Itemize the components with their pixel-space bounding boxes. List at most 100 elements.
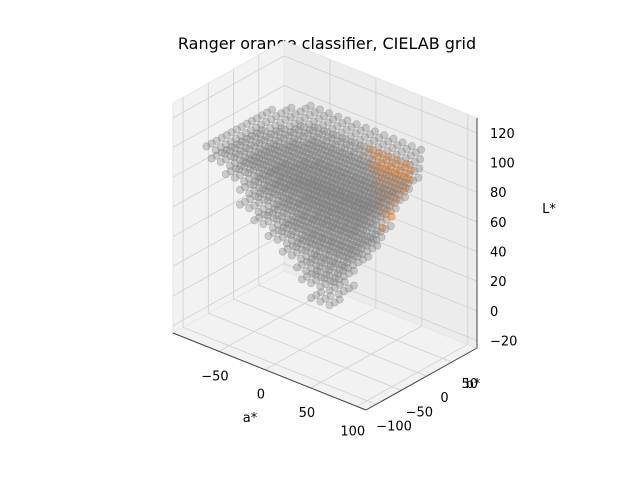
point-not-orange (325, 286, 334, 295)
point-not-orange (283, 230, 292, 239)
point-not-orange (272, 155, 281, 164)
point-not-orange (323, 186, 332, 195)
point-not-orange (333, 166, 342, 175)
point-not-orange (338, 177, 347, 186)
point-not-orange (306, 243, 315, 252)
point-not-orange (259, 190, 268, 199)
point-not-orange (358, 190, 367, 199)
point-not-orange (355, 135, 364, 144)
point-not-orange (359, 240, 368, 249)
point-not-orange (291, 163, 300, 172)
point-not-orange (304, 135, 313, 144)
point-not-orange (317, 183, 326, 192)
point-not-orange (247, 131, 256, 140)
point-not-orange (381, 195, 390, 204)
point-not-orange (294, 200, 303, 209)
point-not-orange (353, 252, 362, 261)
point-not-orange (279, 134, 288, 143)
point-not-orange (275, 157, 284, 166)
point-not-orange (327, 222, 336, 231)
point-not-orange (230, 153, 239, 162)
point-not-orange (365, 198, 374, 207)
point-not-orange (400, 163, 409, 172)
point-not-orange (257, 135, 266, 144)
z-tick-label: 100 (490, 157, 515, 172)
point-not-orange (346, 176, 355, 185)
point-not-orange (361, 236, 370, 245)
gridline-l (172, 233, 285, 297)
point-not-orange (231, 173, 240, 182)
point-not-orange (402, 145, 411, 154)
point-not-orange (298, 147, 307, 156)
point-not-orange (269, 214, 278, 223)
point-not-orange (236, 161, 245, 170)
point-not-orange (288, 197, 297, 206)
point-not-orange (294, 185, 303, 194)
point-not-orange (327, 163, 336, 172)
point-not-orange (373, 152, 382, 161)
point-not-orange (352, 232, 361, 241)
z-tick-label: −20 (490, 335, 517, 350)
point-not-orange (405, 184, 414, 193)
point-not-orange (270, 205, 279, 214)
point-not-orange (327, 237, 336, 246)
point-not-orange (304, 150, 313, 159)
point-not-orange (324, 251, 333, 260)
point-not-orange (294, 155, 303, 164)
point-not-orange (336, 167, 345, 176)
point-not-orange (272, 112, 281, 121)
z-tick-label: 80 (490, 186, 507, 201)
point-not-orange (292, 243, 301, 252)
point-not-orange (313, 266, 322, 275)
point-not-orange (289, 143, 298, 152)
point-not-orange (256, 159, 265, 168)
point-not-orange (279, 193, 288, 202)
point-not-orange (414, 173, 423, 182)
point-not-orange (323, 201, 332, 210)
point-not-orange (242, 144, 251, 153)
point-not-orange (263, 211, 272, 220)
point-not-orange (335, 147, 344, 156)
point-not-orange (319, 141, 328, 150)
point-not-orange (365, 154, 374, 163)
point-not-orange (377, 188, 386, 197)
gridline-l (283, 203, 478, 282)
point-not-orange (282, 180, 291, 189)
point-not-orange (333, 240, 342, 249)
point-not-orange (286, 216, 295, 225)
point-not-orange (317, 273, 326, 282)
point-not-orange (264, 172, 273, 181)
point-not-orange (274, 181, 283, 190)
point-not-orange (328, 169, 337, 178)
point-not-orange (329, 159, 338, 168)
point-not-orange (360, 215, 369, 224)
gridline-l (172, 174, 285, 237)
point-not-orange (313, 177, 322, 186)
point-not-orange (314, 124, 323, 133)
point-not-orange (337, 216, 346, 225)
point-not-orange (339, 213, 348, 222)
point-not-orange (248, 160, 257, 169)
point-not-orange (254, 148, 263, 157)
point-not-orange (297, 240, 306, 249)
point-not-orange (297, 216, 306, 225)
point-not-orange (384, 196, 393, 205)
point-not-orange (301, 104, 310, 113)
point-not-orange (404, 179, 413, 188)
point-not-orange (277, 109, 286, 118)
point-not-orange (410, 157, 419, 166)
point-not-orange (217, 133, 226, 142)
point-not-orange (326, 202, 335, 211)
point-not-orange (304, 194, 313, 203)
point-not-orange (335, 206, 344, 215)
point-not-orange (296, 160, 305, 169)
point-not-orange (354, 258, 363, 267)
point-not-orange (257, 126, 266, 135)
point-not-orange (304, 173, 313, 182)
point-not-orange (371, 200, 380, 209)
point-not-orange (284, 220, 293, 229)
point-not-orange (312, 231, 321, 240)
point-not-orange (325, 301, 334, 310)
point-not-orange (335, 295, 344, 304)
point-not-orange (291, 125, 300, 134)
